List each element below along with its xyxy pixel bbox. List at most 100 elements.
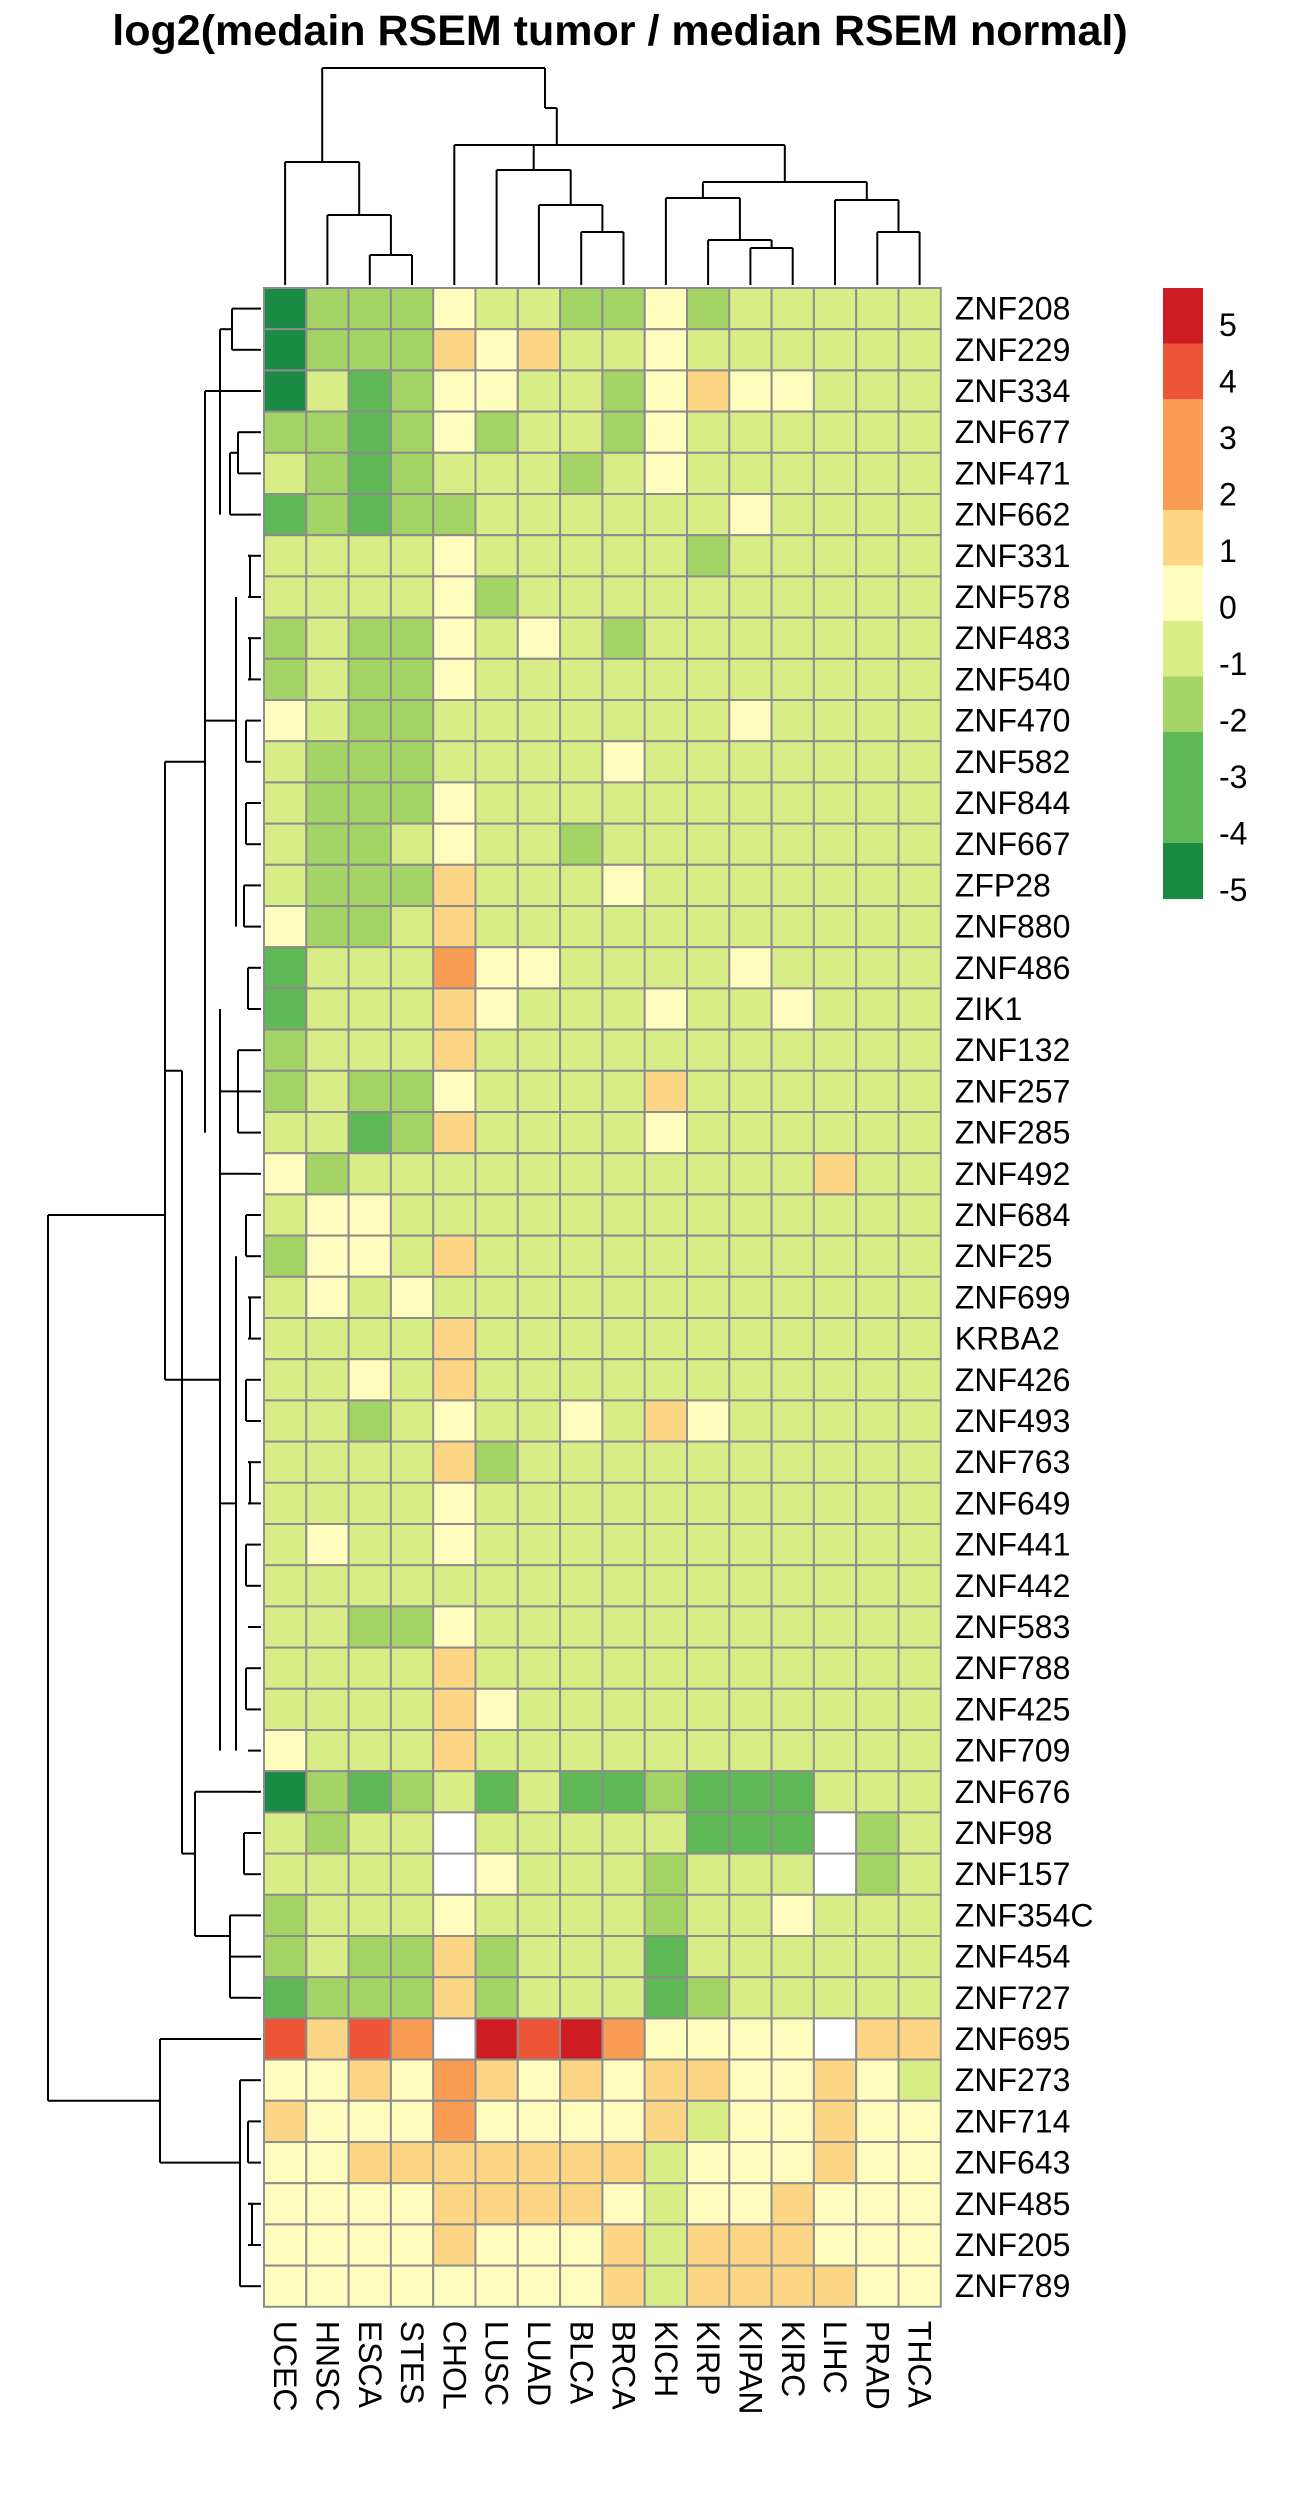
- heatmap-cell-ZNF25-KIPAN: [728, 1234, 773, 1278]
- heatmap-cell-ZFP28-STES: [389, 863, 435, 907]
- legend-swatch: [1163, 621, 1203, 677]
- heatmap-cell-ZNF699-HNSC: [305, 1275, 350, 1320]
- legend-swatch: [1163, 565, 1203, 622]
- row-label: ZNF442: [955, 1568, 1071, 1604]
- heatmap-cell-ZNF880-HNSC: [305, 905, 350, 949]
- row-label: ZNF662: [955, 497, 1071, 533]
- heatmap-cell-ZNF470-LUSC: [474, 699, 519, 743]
- heatmap-cell-ZFP28-LUSC: [474, 863, 519, 907]
- heatmap-cell-ZNF25-LUSC: [474, 1234, 519, 1278]
- heatmap-cell-ZNF492-LIHC: [812, 1152, 858, 1196]
- heatmap-cell-ZNF540-HNSC: [305, 657, 350, 701]
- heatmap-cell-ZNF714-KIRP: [686, 2099, 731, 2144]
- heatmap-cell-ZNF667-LIHC: [812, 822, 858, 866]
- heatmap-cell-ZNF25-PRAD: [855, 1234, 900, 1278]
- heatmap-cell-KRBA2-THCA: [897, 1317, 942, 1361]
- heatmap-cell-ZNF684-PRAD: [855, 1193, 900, 1237]
- heatmap-cell-ZNF880-KIRP: [686, 905, 731, 949]
- heatmap-cell-ZNF157-UCEC: [263, 1852, 308, 1896]
- heatmap-cell-ZNF132-BRCA: [601, 1028, 646, 1072]
- heatmap-cell-ZNF25-BRCA: [601, 1234, 646, 1278]
- heatmap-cell-ZNF257-BRCA: [601, 1069, 646, 1114]
- heatmap-cell-ZNF709-UCEC: [263, 1729, 308, 1773]
- heatmap-cell-ZNF649-BLCA: [559, 1481, 604, 1526]
- heatmap-cell-ZNF699-THCA: [897, 1275, 942, 1320]
- heatmap-cell-ZNF582-KIPAN: [728, 740, 773, 784]
- heatmap-cell-ZNF485-CHOL: [432, 2182, 477, 2226]
- heatmap-cell-ZNF454-KICH: [643, 1935, 689, 1979]
- heatmap-cell-ZNF676-BRCA: [601, 1770, 646, 1814]
- heatmap-cell-ZNF229-CHOL: [432, 328, 477, 372]
- heatmap-cell-ZNF485-ESCA: [347, 2182, 392, 2226]
- heatmap-cell-ZNF583-KIPAN: [728, 1605, 773, 1649]
- heatmap-cell-ZNF229-BRCA: [601, 328, 646, 372]
- heatmap-cell-ZNF493-LUAD: [516, 1399, 562, 1443]
- heatmap-cell-ZNF471-BLCA: [559, 451, 604, 495]
- heatmap-cell-ZNF699-BRCA: [601, 1275, 646, 1320]
- heatmap-cell-ZNF454-STES: [389, 1935, 435, 1979]
- heatmap-cell-ZNF331-KICH: [643, 534, 689, 578]
- row-label: ZNF583: [955, 1609, 1071, 1645]
- heatmap-cell-ZIK1-PRAD: [855, 987, 900, 1031]
- heatmap-cell-ZNF273-CHOL: [432, 2058, 477, 2102]
- heatmap-cell-ZNF492-THCA: [897, 1152, 942, 1196]
- heatmap-cell-ZNF789-CHOL: [432, 2264, 477, 2308]
- heatmap-cell-ZNF470-THCA: [897, 699, 942, 743]
- column-label: KICH: [648, 2321, 684, 2397]
- heatmap-cell-ZNF677-THCA: [897, 410, 942, 454]
- heatmap-cell-ZNF844-BLCA: [559, 781, 604, 825]
- heatmap-cell-ZIK1-LUAD: [516, 987, 562, 1031]
- heatmap-cell-ZNF684-LIHC: [812, 1193, 858, 1237]
- heatmap-cell-ZNF583-STES: [389, 1605, 435, 1649]
- heatmap-cell-ZNF157-BLCA: [559, 1852, 604, 1896]
- heatmap-cell-ZNF643-UCEC: [263, 2141, 308, 2185]
- heatmap-cell-ZNF649-THCA: [897, 1481, 942, 1526]
- heatmap-cell-ZNF229-ESCA: [347, 328, 392, 372]
- heatmap-cell-ZNF662-BLCA: [559, 493, 604, 537]
- heatmap-cell-ZNF643-CHOL: [432, 2141, 477, 2185]
- heatmap-cell-ZNF583-THCA: [897, 1605, 942, 1649]
- heatmap-cell-ZNF583-ESCA: [347, 1605, 392, 1649]
- heatmap-cell-ZNF709-THCA: [897, 1729, 942, 1773]
- row-label: ZNF582: [955, 744, 1071, 780]
- heatmap-cell-ZNF208-KIRP: [686, 287, 731, 331]
- heatmap-cell-ZNF582-BRCA: [601, 740, 646, 784]
- heatmap-cell-ZNF493-LUSC: [474, 1399, 519, 1443]
- heatmap-cell-ZNF493-KIRP: [686, 1399, 731, 1443]
- heatmap-cell-ZNF709-KIRC: [770, 1729, 815, 1773]
- heatmap-cell-ZNF844-STES: [389, 781, 435, 825]
- heatmap-cell-ZFP28-THCA: [897, 863, 942, 907]
- heatmap-cell-ZNF331-LUAD: [516, 534, 562, 578]
- heatmap-cell-ZNF334-LUSC: [474, 369, 519, 413]
- heatmap-cell-ZNF844-KIRP: [686, 781, 731, 825]
- heatmap-cell-ZNF354C-ESCA: [347, 1893, 392, 1938]
- legend-swatch: [1163, 288, 1203, 344]
- heatmap-cell-ZNF699-KIRC: [770, 1275, 815, 1320]
- heatmap-cell-ZNF583-KICH: [643, 1605, 689, 1649]
- heatmap-cell-ZNF540-LIHC: [812, 657, 858, 701]
- heatmap-cell-ZNF285-KIRP: [686, 1111, 731, 1155]
- heatmap-cell-ZFP28-KICH: [643, 863, 689, 907]
- legend-tick-label: 0: [1219, 590, 1237, 626]
- heatmap-cell-ZNF454-CHOL: [432, 1935, 477, 1979]
- heatmap-cell-ZNF677-KIRC: [770, 410, 815, 454]
- row-label: KRBA2: [955, 1321, 1060, 1357]
- heatmap-cell-ZNF483-KIPAN: [728, 616, 773, 660]
- heatmap-cell-ZNF714-BRCA: [601, 2099, 646, 2144]
- heatmap-cell-ZNF763-UCEC: [263, 1440, 308, 1484]
- heatmap-cell-ZNF470-BRCA: [601, 699, 646, 743]
- heatmap-cell-ZNF132-ESCA: [347, 1028, 392, 1072]
- chart-title: log2(medain RSEM tumor / median RSEM nor…: [112, 7, 1127, 55]
- heatmap-cell-ZNF695-UCEC: [263, 2017, 308, 2061]
- heatmap-cell-ZNF229-STES: [389, 328, 435, 372]
- heatmap-cell-ZNF788-BLCA: [559, 1646, 604, 1690]
- heatmap-cell-ZNF470-KIPAN: [728, 699, 773, 743]
- heatmap-cell-ZNF540-BLCA: [559, 657, 604, 701]
- heatmap-cell-ZNF699-LIHC: [812, 1275, 858, 1320]
- heatmap-cell-ZNF157-HNSC: [305, 1852, 350, 1896]
- heatmap-cell-ZNF727-HNSC: [305, 1976, 350, 2020]
- heatmap-cell-ZNF205-BLCA: [559, 2223, 604, 2267]
- heatmap-cell-ZNF485-BRCA: [601, 2182, 646, 2226]
- heatmap-cell-ZFP28-UCEC: [263, 863, 308, 907]
- heatmap-cell-ZNF649-UCEC: [263, 1481, 308, 1526]
